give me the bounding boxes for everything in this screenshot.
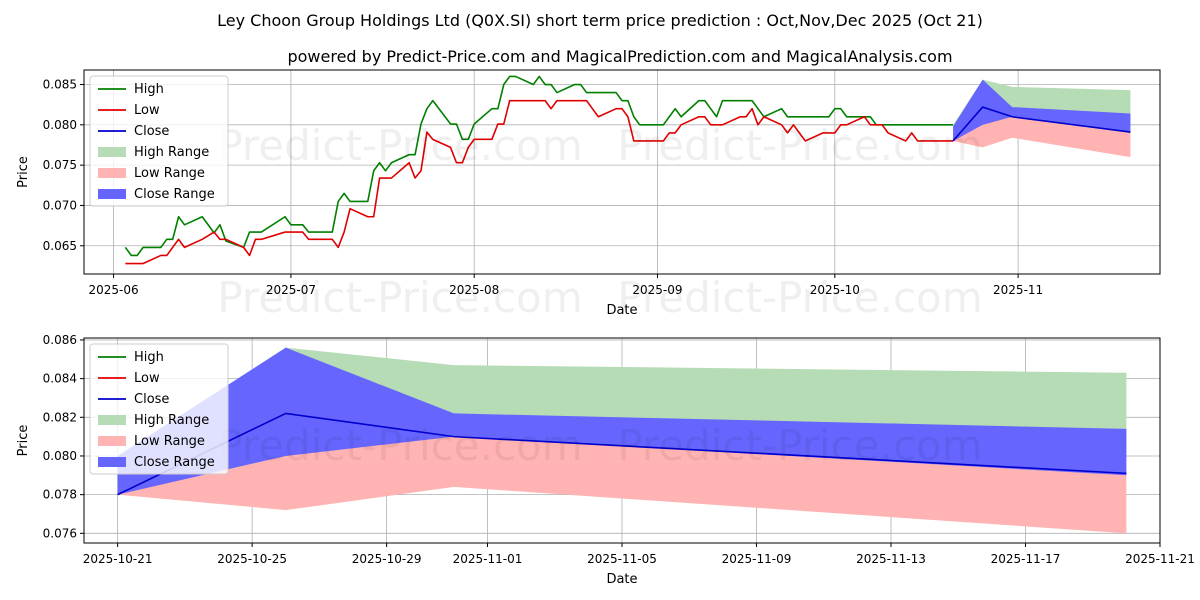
y-tick-label: 0.078 — [43, 488, 77, 502]
x-tick-label: 2025-07 — [266, 283, 316, 297]
legend-label: High Range — [134, 145, 209, 160]
close-forecast-line — [952, 106, 1131, 142]
watermark-text: Predict-Price.com — [617, 121, 982, 170]
watermark-text: Predict-Price.com — [617, 273, 982, 322]
watermark-text: Predict-Price.com — [217, 121, 582, 170]
legend-label: Low — [134, 103, 160, 118]
y-tick-label: 0.082 — [43, 410, 77, 424]
y-tick-label: 0.086 — [43, 333, 77, 347]
legend-label: Close Range — [134, 187, 215, 202]
y-tick-label: 0.070 — [43, 198, 77, 212]
x-tick-label: 2025-08 — [449, 283, 499, 297]
legend-label: Low Range — [134, 434, 205, 449]
x-tick-label: 2025-11-21 — [1125, 552, 1195, 566]
y-axis-label: Price — [16, 425, 31, 457]
x-tick-label: 2025-10 — [810, 283, 860, 297]
plot-frame — [83, 69, 1161, 275]
legend-swatch — [98, 147, 126, 157]
legend-label: Low — [134, 371, 160, 386]
y-tick-label: 0.076 — [43, 526, 77, 540]
high-series-line — [124, 75, 954, 257]
y-tick-label: 0.075 — [43, 158, 77, 172]
legend-label: Close — [134, 124, 169, 139]
legend-label: High — [134, 350, 164, 365]
x-tick-label: 2025-11 — [993, 283, 1043, 297]
x-tick-label: 2025-11-13 — [856, 552, 926, 566]
x-tick-label: 2025-11-05 — [587, 552, 657, 566]
legend-swatch — [98, 415, 126, 425]
x-axis-label: Date — [606, 303, 637, 318]
legend-label: High Range — [134, 413, 209, 428]
watermark-text: Predict-Price.com — [617, 421, 982, 470]
watermark-text: Predict-Price.com — [217, 421, 582, 470]
y-axis-label: Price — [16, 156, 31, 188]
legend-label: Close Range — [134, 455, 215, 470]
legend-label: Low Range — [134, 166, 205, 181]
x-tick-label: 2025-06 — [88, 283, 138, 297]
chart-legend: High Low Close High Range Low Range Close Ran… — [89, 343, 229, 475]
legend-swatch — [98, 436, 126, 446]
low-range-area — [117, 436, 1127, 534]
legend-swatch — [98, 457, 126, 467]
legend-label: High — [134, 82, 164, 97]
x-tick-label: 2025-11-17 — [991, 552, 1061, 566]
x-tick-label: 2025-10-29 — [352, 552, 422, 566]
x-tick-label: 2025-11-09 — [722, 552, 792, 566]
close-range-area — [117, 347, 1127, 495]
x-tick-label: 2025-10-21 — [83, 552, 153, 566]
x-axis-label: Date — [606, 572, 637, 587]
x-tick-label: 2025-09 — [632, 283, 682, 297]
chart-title: Ley Choon Group Holdings Ltd (Q0X.SI) sh… — [217, 11, 983, 30]
chart-legend: High Low Close High Range Low Range Close Ran… — [89, 75, 229, 207]
legend-swatch — [98, 168, 126, 178]
watermark-text: Predict-Price.com — [217, 273, 582, 322]
y-tick-label: 0.080 — [43, 449, 77, 463]
x-tick-label: 2025-11-01 — [453, 552, 523, 566]
plot-panel-2: Predict-Price.com Predict-Price.com 2025-1… — [16, 333, 1195, 587]
y-tick-label: 0.085 — [43, 78, 77, 92]
legend-label: Close — [134, 392, 169, 407]
y-tick-label: 0.065 — [43, 239, 77, 253]
chart-subtitle: powered by Predict-Price.com and Magical… — [287, 47, 952, 66]
x-tick-label: 2025-10-25 — [217, 552, 287, 566]
y-tick-label: 0.080 — [43, 118, 77, 132]
legend-swatch — [98, 189, 126, 199]
y-tick-label: 0.084 — [43, 372, 77, 386]
plot-panel-1: Predict-Price.com Predict-Price.com Predic… — [16, 69, 1161, 322]
low-series-line — [125, 99, 954, 265]
